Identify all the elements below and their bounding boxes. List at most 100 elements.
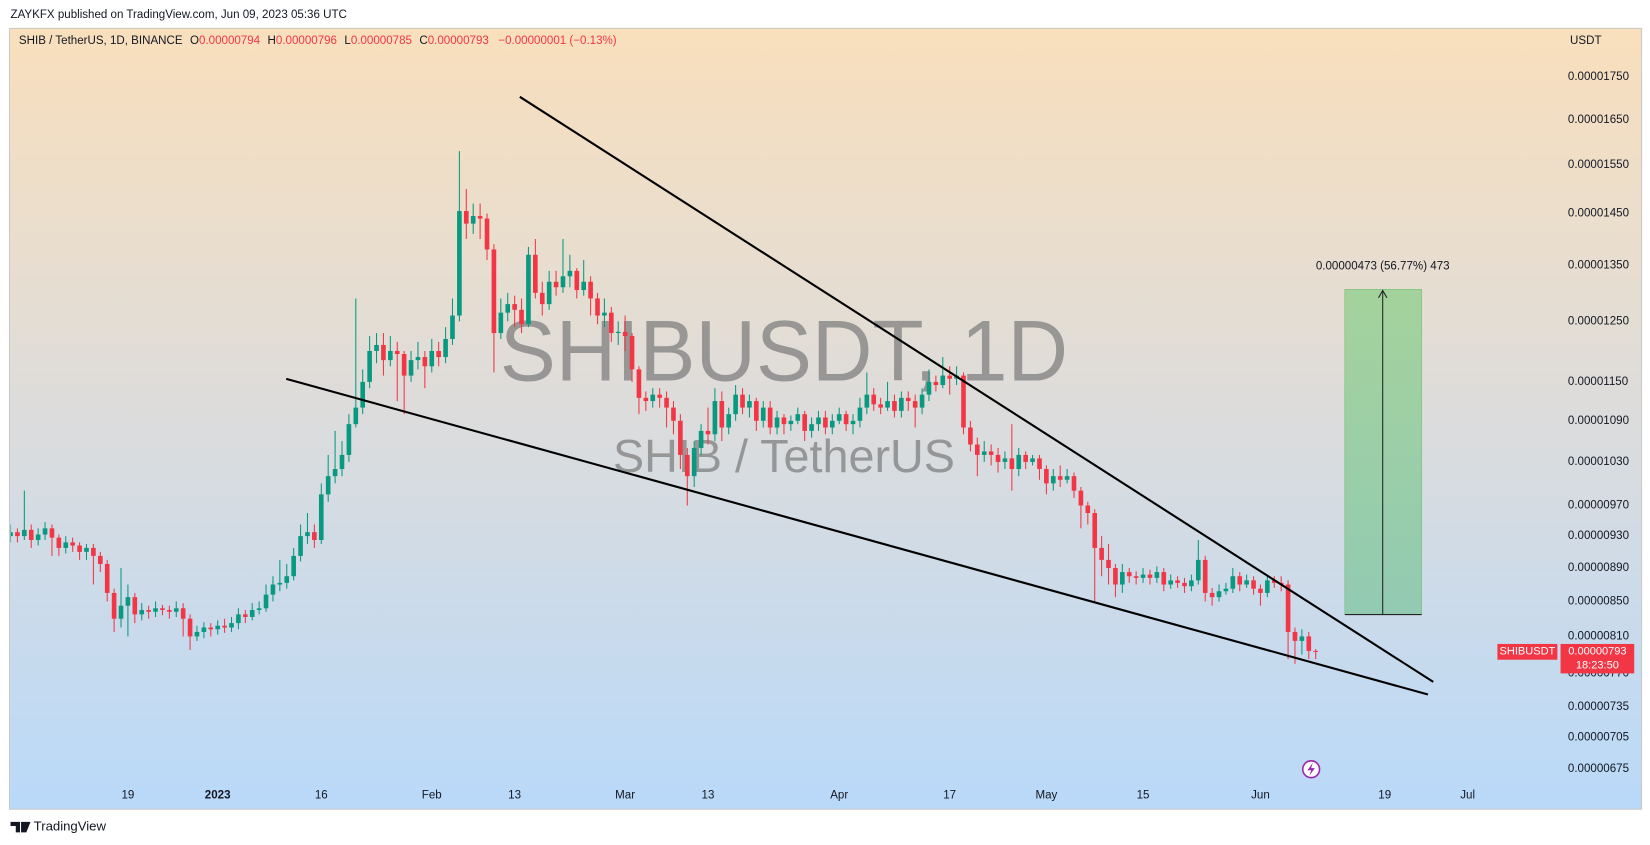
candle-body <box>691 447 697 477</box>
candle-body <box>1175 580 1180 583</box>
open-value: 0.00000794 <box>199 35 261 47</box>
candle-body <box>35 534 41 541</box>
candle-body <box>215 625 221 630</box>
candle-body <box>173 608 179 612</box>
candle-body <box>836 414 842 421</box>
candle-body <box>1078 490 1084 506</box>
candle-body <box>125 597 131 606</box>
candle-body <box>919 394 925 408</box>
candle-body <box>381 344 386 361</box>
logo-mark <box>10 821 31 833</box>
high-key: H <box>268 35 276 47</box>
candle-body <box>367 350 372 382</box>
candle-body <box>284 576 290 583</box>
candle-body <box>1189 580 1194 587</box>
candle-body <box>408 360 414 376</box>
candle-body <box>1202 559 1208 593</box>
candle-body <box>823 417 828 428</box>
candle-body <box>988 451 994 455</box>
trendline-lower[interactable] <box>285 377 1429 696</box>
candle-body <box>947 375 953 379</box>
candle-body <box>1237 576 1243 585</box>
candle-body <box>512 304 517 310</box>
candle-body <box>933 381 939 386</box>
candle-body <box>740 394 745 408</box>
candle-body <box>1313 650 1319 652</box>
candle-body <box>733 394 738 415</box>
candle-body <box>567 270 573 277</box>
candle-body <box>1009 458 1015 470</box>
y-tick-label: 0.00001550 <box>1568 159 1629 171</box>
price-tag: SHIBUSDT 0.00000793 18:23:50 <box>1497 643 1635 674</box>
candle-body <box>747 401 752 408</box>
candle-body <box>477 216 483 219</box>
candle-body <box>829 420 835 428</box>
candle-body <box>871 394 877 405</box>
candle-body <box>298 536 303 556</box>
candle-body <box>56 537 62 548</box>
candle-body <box>450 315 455 339</box>
candle-body <box>539 292 545 305</box>
candle-body <box>1044 469 1049 484</box>
candle-body <box>968 427 973 445</box>
candle-body <box>70 542 75 546</box>
candle-body <box>146 610 151 612</box>
measure-arrowhead <box>1378 289 1388 299</box>
candle-body <box>636 369 642 398</box>
x-tick-label: May <box>1035 790 1057 802</box>
candle-body <box>498 312 504 334</box>
candle-body <box>602 312 607 316</box>
alert-icon[interactable] <box>1301 760 1321 779</box>
x-tick-label: Apr <box>830 790 848 802</box>
candle-body <box>1223 588 1229 592</box>
candle-body <box>1071 476 1077 491</box>
candle-body <box>802 414 807 431</box>
candle-body <box>201 627 207 632</box>
candle-body <box>1216 591 1222 598</box>
y-tick-label: 0.00000810 <box>1568 630 1629 642</box>
candle-body <box>878 404 883 408</box>
candle-body <box>388 350 393 361</box>
x-tick-label: 19 <box>1378 790 1391 802</box>
candle-body <box>256 608 262 611</box>
y-tick-label: 0.00001750 <box>1568 71 1629 83</box>
trendline-upper[interactable] <box>519 95 1434 683</box>
candle-body <box>754 401 759 421</box>
candle-body <box>374 344 379 351</box>
candle-body <box>1092 513 1098 548</box>
currency: USDT <box>1570 35 1601 47</box>
candle-body <box>42 528 48 535</box>
candle-body <box>1154 572 1160 578</box>
candle-body <box>622 331 628 337</box>
candle-body <box>422 357 428 367</box>
candle-body <box>995 454 1001 462</box>
candle-body <box>774 417 780 428</box>
candle-body <box>961 375 966 428</box>
y-tick-label: 0.00001030 <box>1568 456 1629 468</box>
candle-body <box>629 336 635 370</box>
y-tick-label: 0.00001250 <box>1568 315 1629 327</box>
y-tick-label: 0.00000735 <box>1568 701 1629 713</box>
candle-body <box>615 331 621 334</box>
candle-body <box>760 407 766 421</box>
candle-body <box>28 529 34 541</box>
candle-body <box>84 547 89 552</box>
candle-body <box>97 555 103 564</box>
candle-body <box>1002 458 1008 462</box>
candle-body <box>132 597 138 615</box>
candle-body <box>975 444 980 455</box>
tag-price-box <box>1560 643 1635 674</box>
candle-body <box>118 605 124 619</box>
candle-body <box>15 532 20 537</box>
candle-body <box>553 281 559 288</box>
low-value: 0.00000785 <box>351 35 412 47</box>
candle-body <box>650 394 656 402</box>
publisher: ZAYKFX published on TradingView.com, Jun… <box>11 9 347 21</box>
measure-label: 0.00000473 (56.77%) 473 <box>1316 260 1450 272</box>
high-value: 0.00000796 <box>276 35 337 47</box>
candle-body <box>291 555 296 577</box>
candle-body <box>857 407 863 421</box>
x-tick-label: 13 <box>508 790 521 802</box>
candle-body <box>560 276 566 288</box>
